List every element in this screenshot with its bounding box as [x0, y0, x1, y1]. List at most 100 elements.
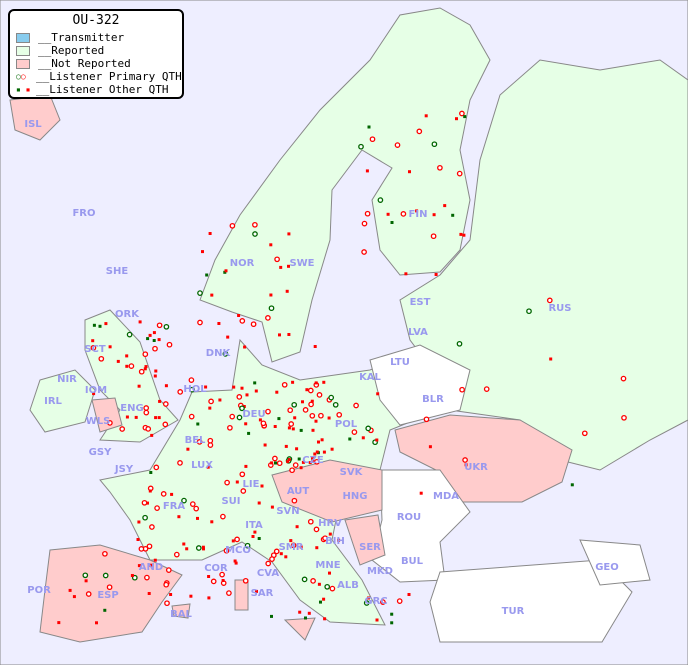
listener-other-marker — [270, 461, 274, 465]
listener-other-marker — [313, 452, 317, 456]
listener-primary-marker — [394, 142, 401, 148]
listener-primary-marker — [156, 322, 163, 329]
listener-other-marker — [330, 447, 334, 451]
listener-primary-marker — [273, 548, 280, 555]
listener-primary-marker — [400, 211, 407, 217]
listener-primary-marker — [526, 308, 532, 315]
listener-other-marker — [157, 338, 161, 342]
listener-primary-marker — [181, 497, 187, 504]
country-label-esp: ESP — [97, 590, 118, 601]
region-sardinia — [234, 579, 249, 611]
country-label-deu: DEU — [242, 409, 265, 420]
listener-other-marker — [284, 444, 288, 448]
listener-primary-marker — [152, 345, 158, 352]
country-label-hol: HOL — [183, 384, 207, 395]
legend-reported: __Reported — [10, 44, 182, 57]
listener-other-marker — [313, 345, 317, 348]
listener-other-marker — [125, 354, 129, 358]
listener-other-marker — [125, 364, 129, 368]
listener-other-marker — [243, 345, 247, 349]
listener-primary-marker — [265, 315, 271, 321]
listener-other-marker — [443, 204, 447, 208]
listener-other-marker — [150, 433, 154, 437]
country-label-grc: GRC — [364, 596, 387, 607]
listener-other-marker — [549, 357, 553, 361]
listener-primary-marker — [219, 571, 225, 578]
ring-marker-icon: ○○ — [16, 72, 26, 81]
country-label-sui: SUI — [221, 496, 240, 507]
listener-other-marker — [221, 579, 225, 582]
listener-primary-marker — [188, 413, 195, 420]
listener-other-marker — [365, 169, 369, 173]
listener-primary-marker — [165, 567, 172, 573]
listener-other-marker — [432, 213, 436, 217]
listener-other-marker — [310, 399, 314, 403]
country-label-wls: WLS — [86, 416, 111, 427]
listener-other-marker — [419, 491, 423, 495]
country-label-rus: RUS — [548, 303, 571, 314]
listener-other-marker — [404, 272, 408, 276]
listener-other-marker — [255, 589, 258, 593]
country-label-hng: HNG — [343, 491, 368, 502]
listener-other-marker — [285, 289, 289, 293]
listener-other-marker — [305, 388, 309, 392]
country-label-lie: LIE — [243, 479, 260, 490]
listener-other-marker — [463, 115, 467, 119]
listener-primary-marker — [90, 344, 97, 351]
listener-other-marker — [95, 621, 98, 625]
listener-primary-marker — [142, 514, 148, 521]
listener-other-marker — [91, 339, 95, 343]
listener-other-marker — [157, 416, 161, 420]
listener-other-marker — [153, 374, 157, 378]
listener-other-marker — [207, 596, 211, 600]
reported-swatch — [16, 45, 30, 56]
listener-other-marker — [317, 582, 321, 586]
country-label-mne: MNE — [315, 560, 340, 571]
listener-other-marker — [390, 221, 394, 224]
listener-other-marker — [210, 520, 214, 524]
listener-other-marker — [242, 405, 246, 408]
country-label-sct: SCT — [84, 344, 106, 355]
listener-primary-marker — [459, 110, 465, 117]
listener-primary-marker — [364, 210, 371, 217]
listener-primary-marker — [166, 341, 173, 348]
listener-other-marker — [301, 400, 304, 404]
country-label-cva: CVA — [257, 568, 279, 579]
listener-primary-marker — [98, 355, 105, 362]
square-marker-icon: ▪ ▪ — [16, 85, 31, 94]
listener-primary-marker — [163, 581, 170, 588]
listener-primary-marker — [456, 170, 463, 177]
country-label-nor: NOR — [230, 258, 255, 269]
listener-other-marker — [164, 384, 168, 388]
country-label-bih: BIH — [325, 536, 345, 547]
country-label-and: AND — [139, 562, 163, 573]
listener-primary-marker — [197, 290, 203, 296]
listener-other-marker — [201, 250, 204, 254]
listener-other-marker — [348, 437, 352, 441]
listener-other-marker — [328, 571, 331, 575]
listener-other-marker — [185, 547, 189, 551]
listener-other-marker — [287, 458, 291, 462]
country-label-gsy: GSY — [89, 447, 112, 458]
country-label-hrv: HRV — [318, 518, 342, 529]
listener-primary-marker — [361, 220, 368, 227]
listener-primary-marker — [252, 221, 258, 228]
listener-primary-marker — [222, 351, 229, 357]
listener-other-marker — [327, 416, 331, 420]
listener-primary-marker — [369, 136, 376, 143]
listener-primary-marker — [310, 578, 316, 584]
listener-primary-marker — [177, 460, 183, 466]
listener-other-marker — [182, 542, 186, 546]
listener-other-marker — [459, 232, 463, 236]
listener-other-marker — [206, 465, 210, 469]
country-label-iom: IOM — [85, 385, 107, 396]
listener-primary-marker — [142, 351, 149, 358]
listener-other-marker — [297, 457, 301, 461]
listener-other-marker — [287, 333, 291, 336]
listener-other-marker — [287, 426, 291, 430]
country-label-svn: SVN — [276, 506, 299, 517]
listener-other-marker — [170, 492, 174, 496]
listener-other-marker — [258, 418, 262, 422]
country-label-dnk: DNK — [206, 348, 232, 359]
